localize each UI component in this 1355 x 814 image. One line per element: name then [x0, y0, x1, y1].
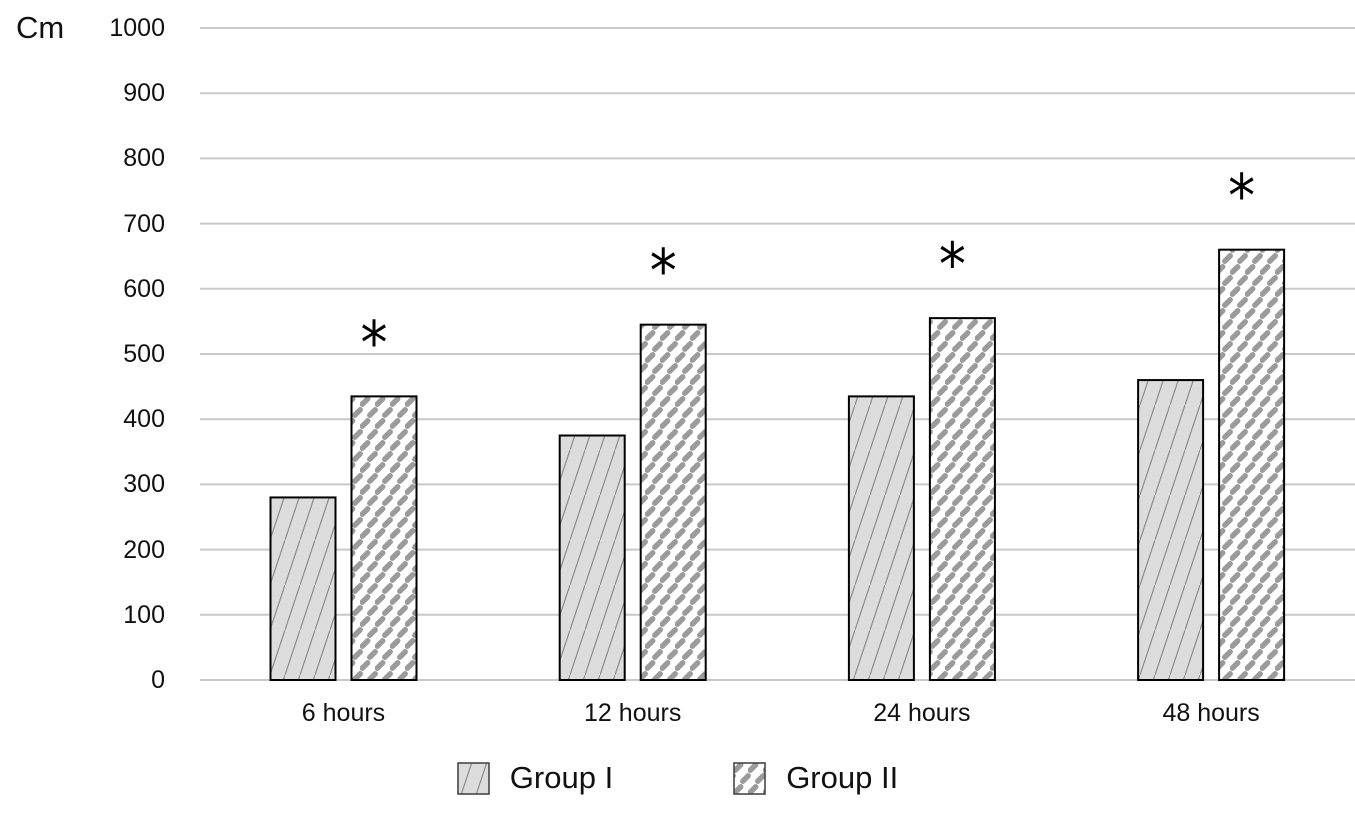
significance-asterisk: * — [1228, 162, 1255, 232]
legend-swatch-icon — [457, 761, 490, 795]
y-tick-label: 0 — [151, 666, 165, 694]
legend-label: Group I — [509, 760, 614, 795]
legend-item-group-i: Group I — [457, 760, 613, 796]
bar-group-ii-48-hours — [1218, 248, 1286, 681]
y-tick-label: 800 — [123, 144, 165, 173]
significance-asterisk: * — [361, 308, 388, 378]
y-tick-label: 600 — [123, 274, 165, 303]
y-tick-label: 900 — [123, 79, 165, 108]
y-tick-label: 400 — [123, 405, 165, 434]
y-tick-label: 300 — [123, 470, 165, 499]
bar-group-i-6-hours — [269, 496, 337, 681]
x-tick-label: 6 hours — [301, 699, 386, 727]
significance-markers: * * * * — [361, 162, 1256, 379]
legend-item-group-ii: Group II — [733, 760, 898, 796]
y-tick-label: 700 — [123, 209, 165, 238]
bar-group-ii-12-hours — [639, 323, 707, 681]
y-axis-unit-label: Cm — [16, 10, 65, 45]
significance-asterisk: * — [650, 237, 677, 307]
legend-swatch-icon — [733, 761, 766, 795]
bar-group-i-48-hours — [1137, 379, 1205, 681]
y-tick-label: 1000 — [109, 14, 165, 42]
bar-group-ii-24-hours — [928, 317, 996, 681]
y-tick-label: 500 — [123, 340, 165, 368]
bar-group-i-24-hours — [847, 395, 915, 681]
bar-group-ii-6-hours — [350, 395, 418, 681]
bars — [269, 248, 1286, 681]
significance-asterisk: * — [939, 230, 966, 300]
y-tick-label: 100 — [123, 600, 165, 629]
x-tick-label: 12 hours — [584, 699, 682, 727]
x-tick-label: 24 hours — [873, 699, 971, 727]
legend-label: Group II — [786, 760, 899, 795]
legend: Group I Group II — [0, 760, 1355, 796]
x-tick-label: 48 hours — [1162, 699, 1260, 727]
bar-group-i-12-hours — [558, 434, 626, 681]
y-tick-label: 200 — [123, 535, 165, 564]
